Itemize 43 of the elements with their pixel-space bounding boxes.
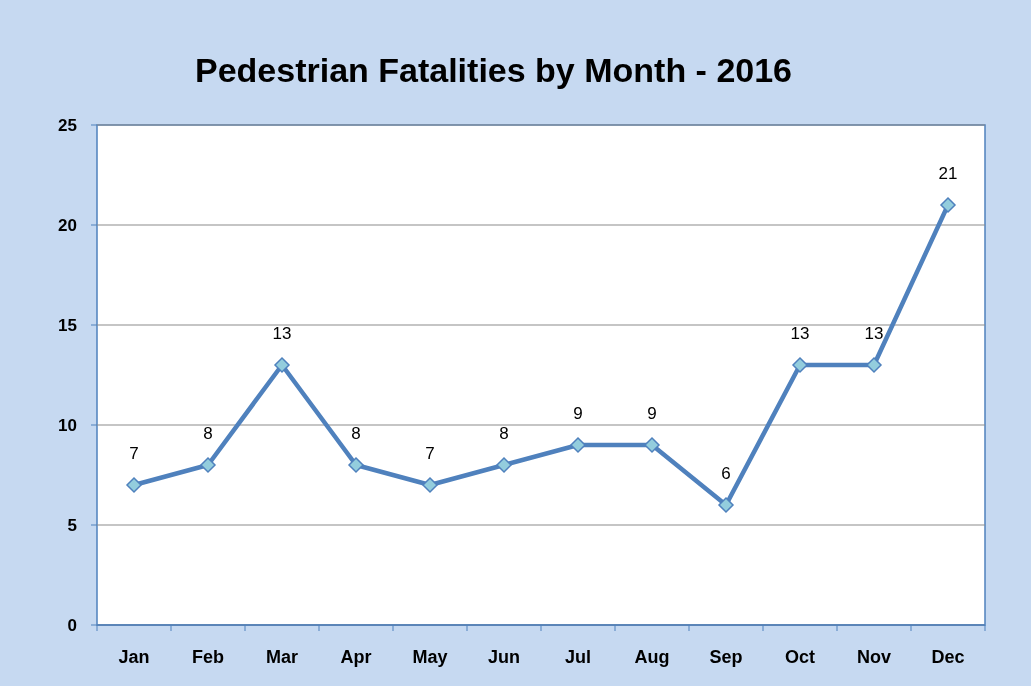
x-tick-label: Aug xyxy=(634,647,670,667)
point xyxy=(866,357,882,373)
point xyxy=(570,437,586,453)
point xyxy=(200,457,216,473)
y-tick-label: 0 xyxy=(67,615,77,635)
y-tick-label: 25 xyxy=(58,115,77,135)
point xyxy=(718,497,734,513)
y-tick-label: 10 xyxy=(58,415,77,435)
point xyxy=(940,197,956,213)
x-tick-label: Dec xyxy=(931,647,965,667)
data-label: 13 xyxy=(864,324,884,343)
x-tick-label: Jun xyxy=(487,647,521,667)
x-tick-label: Feb xyxy=(191,647,225,667)
data-label: 7 xyxy=(129,444,139,463)
point xyxy=(496,457,512,473)
data-label: 8 xyxy=(499,424,509,443)
chart-title: Pedestrian Fatalities by Month - 2016 xyxy=(194,51,793,89)
point xyxy=(274,357,290,373)
data-label: 8 xyxy=(351,424,361,443)
y-tick-label: 15 xyxy=(58,315,77,335)
data-label: 7 xyxy=(425,444,435,463)
y-tick-label: 20 xyxy=(58,215,77,235)
x-tick-label: Nov xyxy=(856,647,892,667)
x-tick-label: Oct xyxy=(784,647,816,667)
x-tick-label: Sep xyxy=(709,647,743,667)
y-tick-label: 5 xyxy=(67,515,77,535)
x-tick-label: Jan xyxy=(118,647,150,667)
data-label: 8 xyxy=(203,424,213,443)
data-label: 13 xyxy=(790,324,810,343)
data-label: 9 xyxy=(573,404,583,423)
data-label: 6 xyxy=(721,464,731,483)
x-tick-label: May xyxy=(412,647,448,667)
data-label: 21 xyxy=(938,164,958,183)
data-label: 9 xyxy=(647,404,657,423)
x-tick-label: Mar xyxy=(265,647,299,667)
point xyxy=(422,477,438,493)
point xyxy=(348,457,364,473)
x-tick-label: Jul xyxy=(564,647,592,667)
data-label: 13 xyxy=(272,324,292,343)
point xyxy=(792,357,808,373)
x-tick-label: Apr xyxy=(340,647,372,667)
point xyxy=(644,437,660,453)
point xyxy=(126,477,142,493)
